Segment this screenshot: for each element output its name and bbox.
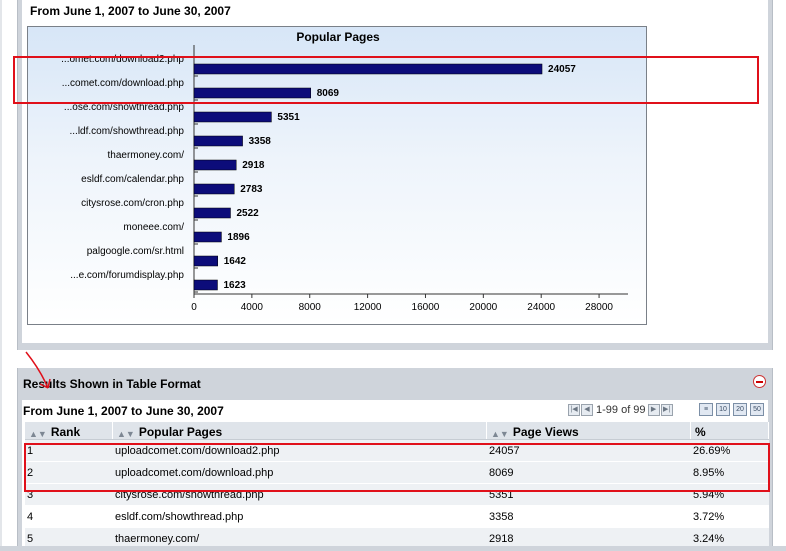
bar: [193, 159, 237, 171]
x-tick-label: 0: [191, 302, 197, 313]
value-label: 2918: [242, 160, 265, 171]
x-tick-label: 16000: [412, 302, 440, 313]
category-label: moneee.com/: [123, 222, 184, 233]
cell-views: 3358: [489, 510, 514, 523]
category-label: ...comet.com/download.php: [62, 78, 185, 89]
bar: [193, 231, 222, 243]
col-percent-label: %: [695, 425, 706, 439]
table-row[interactable]: 4 esldf.com/showthread.php 3358 3.72%: [25, 506, 769, 528]
first-page-icon[interactable]: |◀: [568, 404, 580, 416]
col-page-views[interactable]: ▲▼ Page Views: [487, 422, 691, 439]
bar: [193, 183, 235, 195]
popular-pages-chart: Popular Pages 0 4000 8000 12000 16000 20000 240…: [27, 26, 647, 325]
x-tick-label: 20000: [469, 302, 497, 313]
x-tick-label: 4000: [241, 302, 264, 313]
category-label: palgoogle.com/sr.html: [87, 246, 184, 257]
view-20-icon[interactable]: 20: [733, 403, 747, 416]
category-label: thaermoney.com/: [107, 150, 184, 161]
table-date-range: From June 1, 2007 to June 30, 2007: [23, 404, 224, 418]
view-10-icon[interactable]: 10: [716, 403, 730, 416]
cell-page: uploadcomet.com/download2.php: [115, 444, 280, 457]
cell-percent: 3.24%: [693, 532, 725, 545]
value-label: 1896: [227, 232, 250, 243]
window-edge: [0, 0, 2, 551]
x-tick-label: 12000: [354, 302, 382, 313]
cell-percent: 8.95%: [693, 466, 725, 479]
value-label: 3358: [249, 136, 272, 147]
prev-page-icon[interactable]: ◀: [581, 404, 593, 416]
col-popular-pages[interactable]: ▲▼ Popular Pages: [113, 422, 487, 439]
cell-views: 8069: [489, 466, 514, 479]
value-label: 5351: [277, 112, 300, 123]
pager: |◀ ◀ 1-99 of 99 ▶ ▶|: [568, 403, 674, 417]
cell-rank: 2: [27, 466, 34, 479]
cell-views: 24057: [489, 444, 520, 457]
category-label: ...ldf.com/showthread.php: [69, 126, 184, 137]
cell-views: 5351: [489, 488, 514, 501]
cell-percent: 3.72%: [693, 510, 725, 523]
chart-canvas: Popular Pages 0 4000 8000 12000 16000 20000 240…: [61, 30, 628, 313]
cell-page: citysrose.com/showthread.php: [115, 488, 264, 501]
annotation-arrow-icon: [25, 351, 51, 389]
status-strip: [0, 546, 786, 551]
pager-text: 1-99 of 99: [596, 404, 646, 416]
value-label: 1642: [224, 256, 247, 267]
results-table: ▲▼ Rank ▲▼ Popular Pages ▲▼ Page Views %…: [25, 422, 769, 550]
category-label: citysrose.com/cron.php: [81, 198, 184, 209]
x-tick-label: 28000: [585, 302, 613, 313]
value-label: 2522: [236, 208, 259, 219]
table-row[interactable]: 3 citysrose.com/showthread.php 5351 5.94…: [25, 484, 769, 506]
cell-page: thaermoney.com/: [115, 532, 200, 545]
value-label: 2783: [240, 184, 263, 195]
col-rank[interactable]: ▲▼ Rank: [25, 422, 113, 439]
next-page-icon[interactable]: ▶: [647, 404, 660, 416]
category-label: ...omet.com/download2.php: [61, 54, 184, 65]
cell-rank: 5: [27, 532, 34, 545]
x-tick-label: 8000: [299, 302, 322, 313]
sort-arrows-icon[interactable]: ▲▼: [117, 429, 135, 439]
sort-arrows-icon[interactable]: ▲▼: [29, 429, 47, 439]
chart-title: Popular Pages: [296, 30, 380, 44]
cell-views: 2918: [489, 532, 514, 545]
last-page-icon[interactable]: ▶|: [660, 404, 673, 416]
cell-percent: 5.94%: [693, 488, 725, 501]
x-tick-label: 24000: [527, 302, 555, 313]
col-percent: %: [691, 422, 769, 439]
table-panel-title: Results Shown in Table Format: [23, 377, 201, 391]
cell-rank: 3: [27, 488, 34, 501]
col-rank-label: Rank: [50, 425, 81, 439]
cell-page: uploadcomet.com/download.php: [115, 466, 274, 479]
value-label: 1623: [223, 280, 246, 291]
view-50-icon[interactable]: 50: [750, 403, 764, 416]
table-row[interactable]: 1 uploadcomet.com/download2.php 24057 26…: [25, 440, 769, 462]
table-panel: Results Shown in Table Format From June …: [17, 368, 773, 551]
bar: [193, 207, 231, 219]
cell-rank: 1: [27, 444, 34, 457]
table-header: ▲▼ Rank ▲▼ Popular Pages ▲▼ Page Views %: [25, 422, 769, 440]
chart-date-range: From June 1, 2007 to June 30, 2007: [30, 4, 231, 18]
bar: [193, 63, 543, 75]
bar: [193, 135, 243, 147]
table-panel-body: From June 1, 2007 to June 30, 2007 |◀ ◀ …: [22, 400, 769, 551]
view-options: ≡ 10 20 50: [699, 403, 767, 416]
cell-percent: 26.69%: [693, 444, 731, 457]
value-label: 8069: [317, 88, 340, 99]
bar: [193, 279, 218, 291]
col-views-label: Page Views: [512, 425, 579, 439]
category-label: ...ose.com/showthread.php: [64, 102, 185, 113]
sort-arrows-icon[interactable]: ▲▼: [491, 429, 509, 439]
category-label: ...e.com/forumdisplay.php: [70, 270, 184, 281]
cell-page: esldf.com/showthread.php: [115, 510, 244, 523]
bar: [193, 87, 311, 99]
table-row[interactable]: 2 uploadcomet.com/download.php 8069 8.95…: [25, 462, 769, 484]
cell-rank: 4: [27, 510, 34, 523]
category-label: esldf.com/calendar.php: [81, 174, 184, 185]
value-label: 24057: [548, 64, 576, 75]
collapse-icon[interactable]: [753, 375, 766, 388]
view-list-icon[interactable]: ≡: [699, 403, 713, 416]
col-pages-label: Popular Pages: [138, 425, 223, 439]
bar: [193, 255, 219, 267]
bar: [193, 111, 272, 123]
table-row[interactable]: 5 thaermoney.com/ 2918 3.24%: [25, 528, 769, 550]
